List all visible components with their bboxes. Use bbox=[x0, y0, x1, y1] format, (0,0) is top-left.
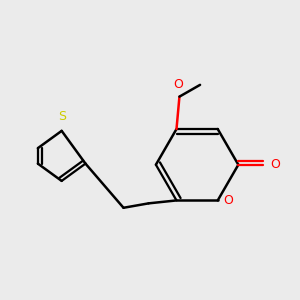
Text: O: O bbox=[223, 194, 233, 207]
Text: O: O bbox=[270, 158, 280, 171]
Text: S: S bbox=[58, 110, 66, 124]
Text: O: O bbox=[173, 78, 183, 91]
